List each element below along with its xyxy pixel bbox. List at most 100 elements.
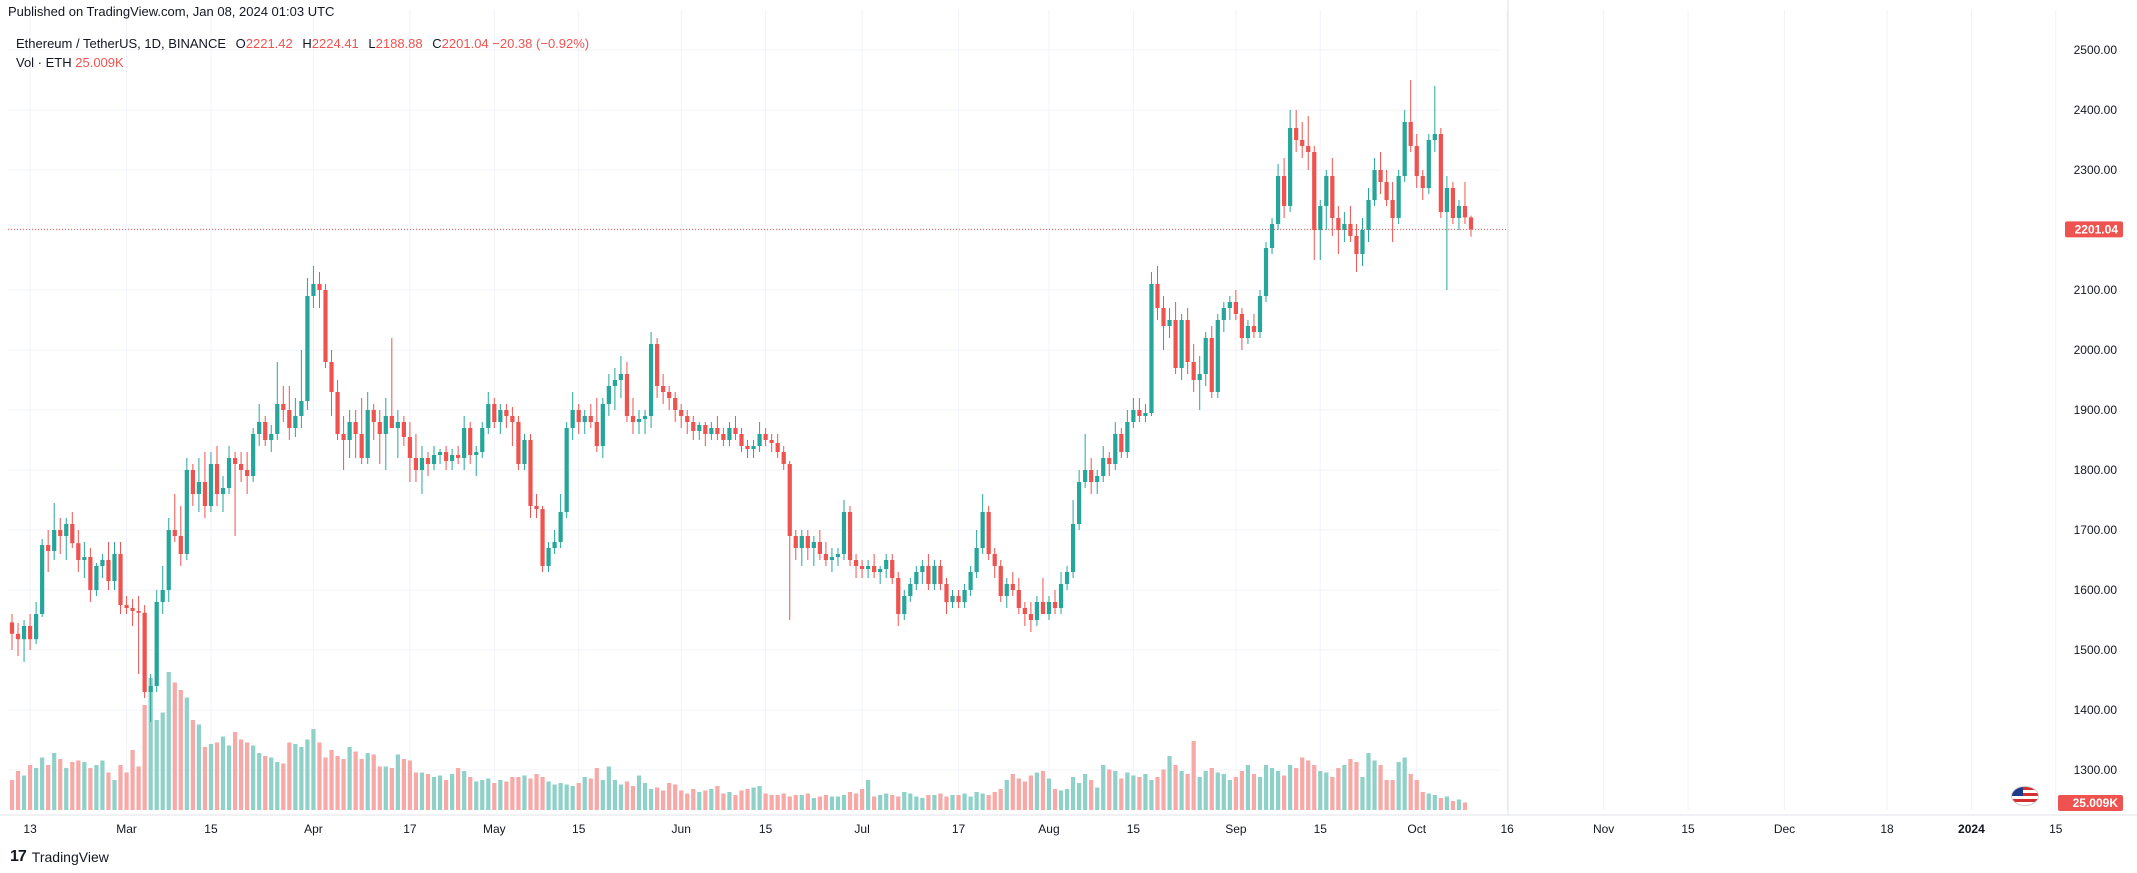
candle-body bbox=[437, 452, 443, 455]
candle bbox=[582, 410, 587, 434]
volume-bar bbox=[624, 781, 630, 810]
volume-bar bbox=[184, 697, 189, 810]
volume-bar bbox=[323, 757, 328, 810]
volume-bar bbox=[46, 765, 51, 810]
chart-legend[interactable]: Ethereum / TetherUS, 1D, BINANCE O2221.4… bbox=[16, 34, 589, 72]
time-axis[interactable]: 13 Mar 15 Apr 17 May 15 Jun 15 Jul 17 Aug 15 Sep 15 Oct… bbox=[23, 822, 2062, 836]
candle-body bbox=[1058, 584, 1064, 608]
candle bbox=[817, 530, 822, 560]
candle-body bbox=[468, 428, 473, 455]
candle-body bbox=[932, 566, 937, 584]
candle bbox=[636, 410, 642, 434]
volume-bar bbox=[130, 750, 135, 810]
candle bbox=[214, 446, 220, 506]
volume-bar bbox=[781, 793, 786, 810]
candle bbox=[1414, 134, 1419, 188]
candle-body bbox=[1083, 470, 1088, 482]
candle-body bbox=[721, 434, 726, 440]
candle bbox=[76, 530, 81, 572]
price-axis[interactable]: 1300.00 1400.00 1500.00 1600.00 1700.00 1800.… bbox=[2074, 43, 2118, 777]
candle bbox=[1064, 566, 1070, 590]
candle-body bbox=[787, 464, 792, 536]
volume-bar bbox=[21, 775, 27, 810]
volume-bar bbox=[474, 781, 479, 810]
candle-body bbox=[335, 392, 340, 434]
candle bbox=[1257, 290, 1263, 338]
candle-body bbox=[377, 422, 382, 434]
volume-bar bbox=[733, 795, 738, 810]
candle bbox=[968, 566, 973, 596]
candle bbox=[1052, 590, 1058, 614]
candle-body bbox=[395, 422, 400, 428]
candle bbox=[1233, 290, 1238, 320]
candle bbox=[15, 623, 21, 656]
candle-body bbox=[667, 392, 672, 398]
candle bbox=[902, 590, 907, 620]
volume-bar bbox=[1251, 774, 1257, 810]
candle bbox=[1191, 344, 1196, 392]
time-tick-label: 17 bbox=[403, 822, 417, 836]
volume-bar bbox=[618, 784, 624, 810]
candle-body bbox=[1426, 140, 1431, 188]
candle-body bbox=[636, 419, 642, 422]
candle bbox=[1083, 434, 1088, 488]
time-tick-label: 18 bbox=[1880, 822, 1894, 836]
volume-bar bbox=[600, 780, 605, 810]
candle bbox=[835, 548, 841, 566]
volume-bar bbox=[190, 720, 195, 810]
low-label: L bbox=[368, 36, 376, 51]
candle-body bbox=[1131, 410, 1136, 422]
volume-bar bbox=[1064, 789, 1070, 810]
time-tick-label: 15 bbox=[759, 822, 773, 836]
candle-body bbox=[425, 458, 431, 464]
candle-body bbox=[1016, 590, 1021, 608]
candle bbox=[1312, 146, 1317, 260]
candle-body bbox=[1372, 170, 1377, 200]
candle-body bbox=[329, 362, 334, 392]
tradingview-logo-icon: 17 bbox=[10, 848, 27, 865]
volume-bar bbox=[437, 775, 443, 810]
candle bbox=[727, 422, 732, 446]
volume-bar bbox=[347, 747, 352, 810]
candle bbox=[1402, 110, 1407, 182]
candle-body bbox=[443, 452, 449, 461]
volume-bar bbox=[642, 783, 648, 810]
candle bbox=[1197, 356, 1202, 410]
symbol-label[interactable]: Ethereum / TetherUS, 1D, BINANCE bbox=[16, 36, 227, 51]
candle-body bbox=[1191, 362, 1196, 380]
candle-body bbox=[1203, 338, 1208, 374]
published-header: Published on TradingView.com, Jan 08, 20… bbox=[8, 4, 335, 19]
candle-body bbox=[661, 386, 666, 392]
candle bbox=[1131, 398, 1136, 428]
candle-body bbox=[46, 545, 51, 551]
candle-body bbox=[1064, 572, 1070, 584]
volume-bar bbox=[486, 778, 491, 810]
candle bbox=[1468, 215, 1474, 237]
candle-body bbox=[944, 584, 949, 602]
low-value: 2188.88 bbox=[375, 36, 423, 51]
candle bbox=[437, 449, 443, 464]
tradingview-brand[interactable]: 17 TradingView bbox=[10, 848, 109, 866]
price-tick-label: 1300.00 bbox=[2074, 763, 2118, 777]
candle bbox=[1203, 332, 1208, 386]
candle bbox=[94, 563, 99, 596]
volume-bar bbox=[1173, 765, 1178, 810]
candle bbox=[196, 458, 202, 512]
time-tick-label: 15 bbox=[1681, 822, 1695, 836]
volume-bar bbox=[1119, 778, 1124, 810]
candle bbox=[1336, 206, 1341, 254]
candle-body bbox=[341, 434, 346, 440]
price-tick-label: 2500.00 bbox=[2074, 43, 2118, 57]
candle-body bbox=[1028, 614, 1033, 620]
candle-body bbox=[293, 416, 298, 428]
candle bbox=[612, 368, 618, 410]
candle-body bbox=[1348, 224, 1353, 236]
volume-bar bbox=[329, 750, 334, 810]
volume-label[interactable]: Vol · ETH bbox=[16, 55, 72, 70]
candle-body bbox=[1137, 410, 1142, 416]
candle bbox=[1215, 314, 1220, 398]
candle-body bbox=[257, 422, 262, 434]
last-price-tag: 2201.04 bbox=[2065, 221, 2123, 238]
candle-body bbox=[872, 566, 877, 572]
